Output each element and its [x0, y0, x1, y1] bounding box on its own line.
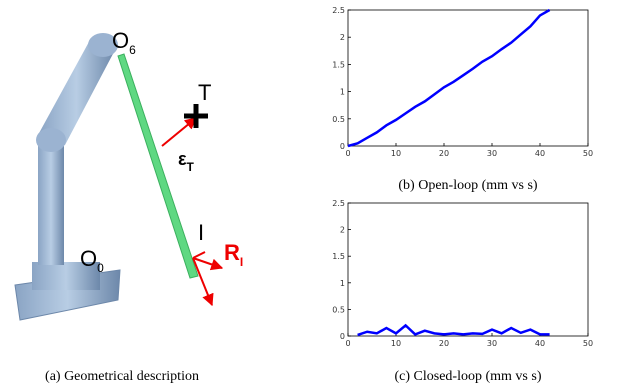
x-tick-label: 30 — [487, 149, 497, 158]
caption: (b) Open-loop (mm vs s) — [398, 178, 538, 193]
y-tick-label: 0.5 — [332, 305, 345, 314]
x-tick-label: 20 — [439, 339, 449, 348]
x-tick-label: 50 — [583, 339, 593, 348]
label-sub: 6 — [129, 43, 136, 57]
y-tick-label: 0 — [340, 142, 345, 151]
line — [358, 325, 550, 335]
label-eps: εT — [178, 149, 195, 174]
caption: (a) Geometrical description — [45, 369, 199, 384]
robot-arm — [15, 33, 222, 320]
x-tick-label: 40 — [535, 149, 545, 158]
y-tick-label: 2.5 — [332, 6, 345, 15]
x-tick-label: 40 — [535, 339, 545, 348]
x-tick-label: 30 — [487, 339, 497, 348]
figure: O6 T εT I RI O0 (a) Geometrical descript… — [0, 0, 629, 385]
x-tick-label: 10 — [391, 339, 401, 348]
y-tick-label: 2 — [340, 33, 345, 42]
y-tick-label: 2 — [340, 226, 345, 235]
plot-frame — [348, 203, 588, 336]
x-tick-label: 50 — [583, 149, 593, 158]
label-sub: 0 — [97, 261, 104, 275]
label-sub: T — [187, 160, 195, 174]
label-o6: O6 — [112, 28, 136, 57]
x-tick-label: 10 — [391, 149, 401, 158]
x-tick-label: 20 — [439, 149, 449, 158]
label-ri: RI — [224, 240, 243, 269]
y-tick-label: 0.5 — [332, 115, 345, 124]
y-tick-label: 2.5 — [332, 199, 345, 208]
y-tick-label: 1 — [340, 279, 345, 288]
label-text: O — [112, 28, 129, 53]
label-t: T — [198, 80, 211, 105]
label-text: O — [80, 246, 97, 271]
x-tick-label: 0 — [345, 339, 350, 348]
label-o0: O0 — [80, 246, 104, 275]
caption: (c) Closed-loop (mm vs s) — [395, 369, 542, 384]
y-tick-label: 1 — [340, 88, 345, 97]
x-tick-label: 0 — [345, 149, 350, 158]
line — [348, 10, 550, 146]
y-tick-label: 1.5 — [332, 60, 345, 69]
y-tick-label: 0 — [340, 332, 345, 341]
label-i: I — [198, 220, 204, 245]
y-tick-label: 1.5 — [332, 252, 345, 261]
label-sub: I — [240, 255, 243, 269]
page: O6 T εT I RI O0 (a) Geometrical descript… — [0, 0, 629, 385]
label-text: R — [224, 240, 240, 265]
